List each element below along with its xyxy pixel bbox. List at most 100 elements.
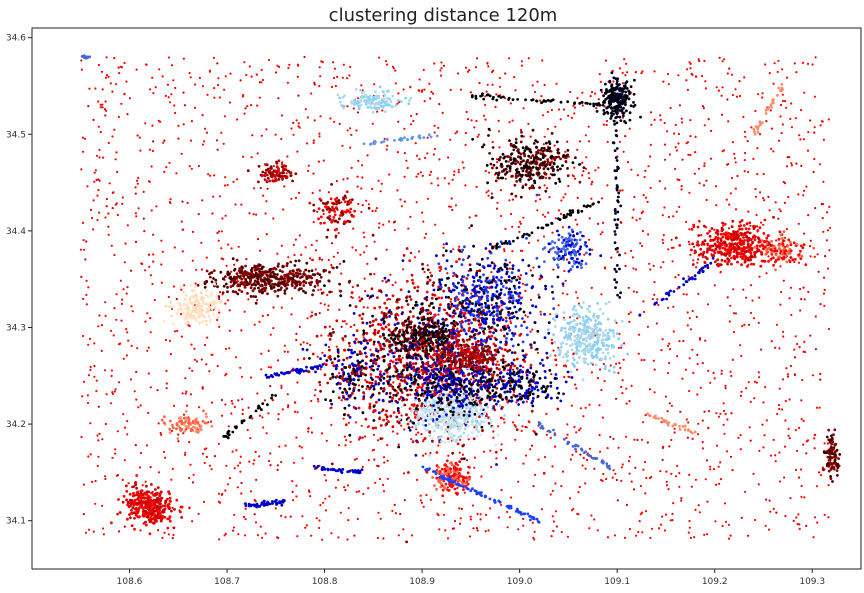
- data-point: [374, 209, 377, 212]
- data-point: [434, 423, 438, 427]
- data-point: [504, 227, 507, 230]
- data-point: [426, 405, 430, 408]
- data-point: [479, 404, 483, 408]
- data-point: [342, 413, 346, 417]
- data-point: [150, 165, 153, 168]
- data-point: [518, 230, 521, 233]
- data-point: [717, 89, 721, 92]
- data-point: [387, 333, 391, 337]
- data-point: [781, 93, 784, 96]
- data-point: [802, 138, 806, 141]
- data-point: [547, 211, 550, 214]
- data-point: [137, 406, 140, 409]
- data-point: [795, 162, 798, 165]
- data-point: [118, 72, 121, 75]
- data-point: [739, 448, 742, 451]
- data-point: [822, 180, 825, 183]
- data-point: [687, 275, 690, 278]
- data-point: [464, 132, 467, 135]
- data-point: [815, 406, 819, 409]
- data-point: [502, 418, 505, 421]
- data-point: [564, 352, 567, 356]
- data-point: [745, 296, 748, 299]
- data-point: [573, 112, 576, 115]
- data-point: [772, 507, 775, 510]
- data-point: [110, 244, 113, 247]
- data-point: [346, 129, 349, 132]
- data-point: [691, 437, 694, 440]
- data-point: [759, 191, 762, 194]
- data-point: [393, 328, 397, 332]
- data-point: [748, 426, 751, 429]
- data-point: [416, 404, 419, 407]
- data-point: [354, 249, 357, 252]
- data-point: [666, 410, 669, 413]
- data-point: [220, 414, 224, 417]
- data-point: [377, 329, 381, 333]
- data-point: [327, 191, 330, 194]
- data-point: [617, 337, 620, 341]
- data-point: [188, 441, 191, 444]
- data-point: [446, 324, 449, 327]
- data-point: [416, 417, 419, 420]
- data-point: [280, 460, 283, 464]
- data-point: [601, 351, 605, 355]
- data-point: [415, 175, 418, 178]
- data-point: [486, 405, 489, 409]
- data-point: [240, 203, 243, 206]
- data-point: [253, 513, 256, 516]
- data-point: [551, 515, 554, 518]
- data-point: [490, 298, 494, 301]
- data-point: [514, 310, 518, 314]
- data-point: [383, 137, 386, 140]
- data-point: [230, 412, 233, 415]
- data-point: [762, 401, 765, 404]
- data-point: [135, 179, 139, 182]
- data-point: [90, 216, 93, 220]
- data-point: [474, 66, 478, 69]
- data-point: [280, 137, 283, 141]
- data-point: [433, 349, 436, 353]
- data-point: [151, 76, 154, 79]
- data-point: [343, 348, 347, 352]
- data-point: [165, 369, 168, 372]
- data-point: [296, 358, 300, 361]
- data-point: [172, 285, 176, 288]
- data-point: [575, 361, 579, 365]
- data-point: [780, 132, 783, 135]
- data-point: [451, 367, 455, 371]
- data-point: [517, 480, 520, 483]
- data-point: [422, 415, 426, 419]
- data-point: [126, 224, 129, 227]
- data-point: [803, 189, 806, 192]
- data-point: [198, 406, 201, 409]
- data-point: [100, 324, 103, 327]
- data-point: [826, 229, 830, 232]
- data-point: [678, 340, 681, 343]
- data-point: [316, 355, 319, 358]
- data-point: [459, 522, 462, 525]
- data-point: [680, 499, 683, 502]
- data-point: [422, 378, 426, 382]
- data-point: [341, 320, 344, 323]
- data-point: [565, 258, 569, 261]
- data-point: [594, 92, 597, 95]
- data-point: [447, 286, 451, 290]
- data-point: [783, 236, 787, 239]
- data-point: [787, 195, 790, 198]
- data-point: [467, 406, 471, 409]
- data-point: [599, 347, 602, 351]
- data-point: [188, 367, 191, 370]
- data-point: [461, 301, 464, 305]
- data-point: [569, 268, 573, 271]
- data-point: [729, 455, 733, 458]
- data-point: [689, 536, 693, 540]
- data-point: [702, 107, 706, 110]
- data-point: [662, 80, 665, 83]
- data-point: [121, 202, 124, 205]
- data-point: [135, 370, 138, 373]
- data-point: [470, 396, 474, 400]
- data-point: [451, 282, 455, 285]
- data-point: [381, 109, 384, 112]
- data-point: [102, 156, 105, 159]
